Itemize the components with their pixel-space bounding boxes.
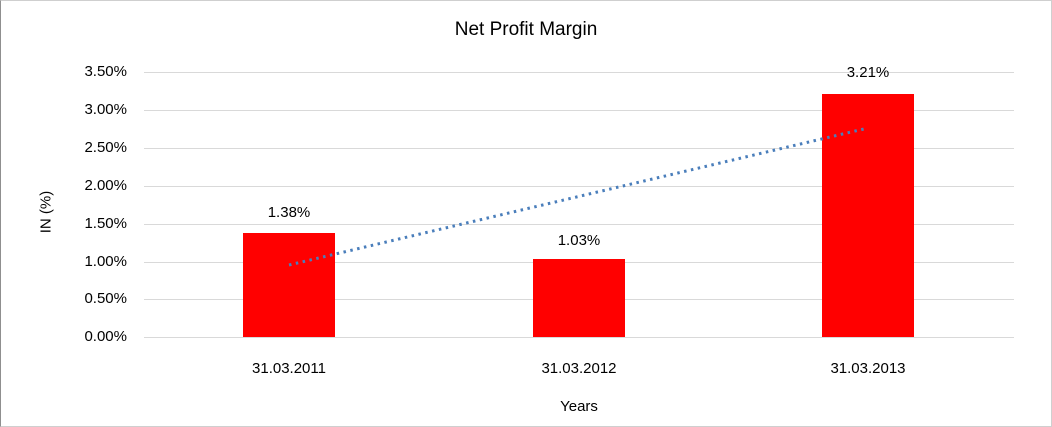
ytick-label: 3.50% (84, 63, 127, 80)
ytick-label: 0.00% (84, 328, 127, 345)
xtick-label: 31.03.2011 (252, 360, 326, 377)
ytick-label: 2.50% (84, 139, 127, 156)
x-axis-title: Years (560, 398, 598, 415)
data-label: 1.38% (267, 204, 311, 221)
gridline-0-00 (144, 337, 1014, 338)
bar-31-03-2011 (243, 233, 335, 337)
ytick-label: 1.00% (84, 253, 127, 270)
xtick-label: 31.03.2012 (541, 360, 617, 377)
bar-31-03-2013 (822, 94, 914, 337)
ytick-label: 1.50% (84, 215, 127, 232)
ytick-label: 3.00% (84, 101, 127, 118)
gridline-3-00 (144, 110, 1014, 111)
ytick-label: 2.00% (84, 177, 127, 194)
gridline-3-50 (144, 72, 1014, 73)
data-label: 1.03% (557, 232, 601, 249)
data-label: 3.21% (846, 64, 890, 81)
chart-title: Net Profit Margin (454, 19, 598, 40)
ytick-label: 0.50% (84, 290, 127, 307)
bar-31-03-2012 (533, 259, 625, 337)
y-axis-title: IN (%) (37, 190, 55, 234)
xtick-label: 31.03.2013 (830, 360, 906, 377)
